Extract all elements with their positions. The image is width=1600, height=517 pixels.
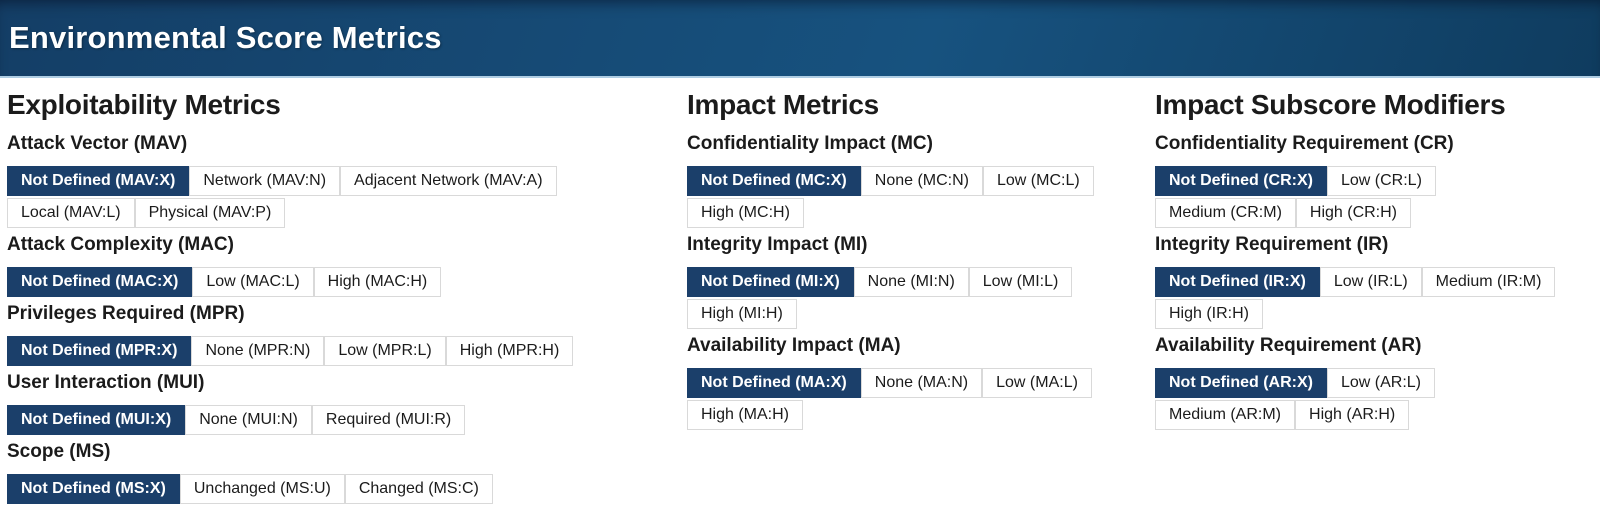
metric-group: Integrity Requirement (IR) Not Defined (I…	[1155, 234, 1600, 329]
metric-option-row: Not Defined (AR:X) Low (AR:L)	[1155, 368, 1600, 398]
metric-group: User Interaction (MUI) Not Defined (MUI:X…	[7, 372, 619, 435]
metric-label: Attack Vector (MAV)	[7, 133, 188, 154]
metric-option-button[interactable]: Low (MA:L)	[982, 368, 1092, 398]
metric-group: Confidentiality Impact (MC) Not Defined (…	[687, 133, 1132, 228]
metric-option-button[interactable]: Medium (AR:M)	[1155, 400, 1296, 430]
metric-option-button[interactable]: Local (MAV:L)	[7, 198, 135, 228]
metric-group: Confidentiality Requirement (CR) Not Defi…	[1155, 133, 1600, 228]
metric-label: Privileges Required (MPR)	[7, 303, 245, 324]
column-exploitability-metrics: Exploitability Metrics Attack Vector (MA…	[7, 78, 619, 504]
metric-option-button-selected[interactable]: Not Defined (MI:X)	[687, 267, 854, 297]
metric-label: Confidentiality Requirement (CR)	[1155, 133, 1454, 154]
metric-option-button[interactable]: High (MAC:H)	[313, 267, 442, 297]
metric-option-row: Local (MAV:L) Physical (MAV:P)	[7, 198, 619, 228]
metric-option-button[interactable]: Low (MC:L)	[983, 166, 1094, 196]
metric-option-button[interactable]: High (MC:H)	[687, 198, 804, 228]
metric-option-row: Not Defined (MA:X) None (MA:N) Low (MA:L)	[687, 368, 1132, 398]
metric-option-row: Not Defined (MAV:X) Network (MAV:N) Adjace…	[7, 166, 619, 196]
metric-option-button[interactable]: Unchanged (MS:U)	[179, 474, 345, 504]
metric-option-button[interactable]: High (MA:H)	[687, 400, 804, 430]
metric-group: Availability Impact (MA) Not Defined (MA:…	[687, 335, 1132, 430]
metric-option-row: Not Defined (MS:X) Unchanged (MS:U) Change…	[7, 474, 619, 504]
metric-option-row: Not Defined (MI:X) None (MI:N) Low (MI:L)	[687, 267, 1132, 297]
metric-option-row: Not Defined (MUI:X) None (MUI:N) Required …	[7, 405, 619, 435]
metric-option-button[interactable]: Low (MI:L)	[968, 267, 1073, 297]
metric-option-button[interactable]: Changed (MS:C)	[344, 474, 493, 504]
metric-option-button[interactable]: None (MC:N)	[860, 166, 983, 196]
metric-option-row: Not Defined (MAC:X) Low (MAC:L) High (MAC:…	[7, 267, 619, 297]
metric-option-button[interactable]: High (CR:H)	[1295, 198, 1412, 228]
metric-label: Scope (MS)	[7, 441, 111, 462]
column-impact-metrics: Impact Metrics Confidentiality Impact (M…	[687, 78, 1132, 430]
metric-group: Availability Requirement (AR) Not Defined…	[1155, 335, 1600, 430]
metric-option-button[interactable]: Medium (CR:M)	[1155, 198, 1296, 228]
metric-option-button[interactable]: Medium (IR:M)	[1421, 267, 1556, 297]
metric-option-button-selected[interactable]: Not Defined (MS:X)	[7, 474, 180, 504]
section-title: Impact Metrics	[687, 89, 879, 120]
metric-option-button-selected[interactable]: Not Defined (MA:X)	[687, 368, 861, 398]
metric-option-button[interactable]: High (IR:H)	[1155, 299, 1264, 329]
metric-group: Attack Vector (MAV) Not Defined (MAV:X) Ne…	[7, 133, 619, 228]
metric-group: Scope (MS) Not Defined (MS:X) Unchanged (M…	[7, 441, 619, 504]
metric-option-button[interactable]: Low (IR:L)	[1319, 267, 1422, 297]
metric-option-button[interactable]: None (MPR:N)	[191, 336, 325, 366]
metric-option-button-selected[interactable]: Not Defined (MAC:X)	[7, 267, 193, 297]
metric-group: Privileges Required (MPR) Not Defined (MP…	[7, 303, 619, 366]
metric-option-button-selected[interactable]: Not Defined (MC:X)	[687, 166, 861, 196]
metric-option-button[interactable]: Required (MUI:R)	[311, 405, 466, 435]
metric-option-button[interactable]: Low (MAC:L)	[192, 267, 314, 297]
metric-label: Availability Impact (MA)	[687, 335, 901, 356]
metric-option-button[interactable]: None (MI:N)	[853, 267, 969, 297]
metric-label: Availability Requirement (AR)	[1155, 335, 1422, 356]
metric-option-button[interactable]: Physical (MAV:P)	[134, 198, 286, 228]
metric-option-row: Not Defined (MC:X) None (MC:N) Low (MC:L)	[687, 166, 1132, 196]
metric-group: Integrity Impact (MI) Not Defined (MI:X) N…	[687, 234, 1132, 329]
metric-option-button-selected[interactable]: Not Defined (AR:X)	[1155, 368, 1327, 398]
metric-label: Attack Complexity (MAC)	[7, 234, 234, 255]
page-title: Environmental Score Metrics	[9, 20, 442, 55]
metric-option-row: High (MC:H)	[687, 198, 1132, 228]
metric-option-row: Not Defined (IR:X) Low (IR:L) Medium (IR:M…	[1155, 267, 1600, 297]
metric-option-button[interactable]: None (MA:N)	[860, 368, 983, 398]
metric-option-button[interactable]: High (MI:H)	[687, 299, 797, 329]
metric-option-row: High (MA:H)	[687, 400, 1132, 430]
metric-option-row: Medium (CR:M) High (CR:H)	[1155, 198, 1600, 228]
metric-option-button-selected[interactable]: Not Defined (MAV:X)	[7, 166, 190, 196]
metric-option-button[interactable]: Network (MAV:N)	[189, 166, 341, 196]
metric-option-button[interactable]: None (MUI:N)	[185, 405, 312, 435]
metric-option-button[interactable]: High (AR:H)	[1295, 400, 1410, 430]
metric-option-row: Not Defined (CR:X) Low (CR:L)	[1155, 166, 1600, 196]
metric-option-row: Not Defined (MPR:X) None (MPR:N) Low (MPR:…	[7, 336, 619, 366]
metric-option-button[interactable]: Adjacent Network (MAV:A)	[340, 166, 557, 196]
metric-option-button-selected[interactable]: Not Defined (IR:X)	[1155, 267, 1320, 297]
metric-option-row: High (IR:H)	[1155, 299, 1600, 329]
metric-group-list: Confidentiality Requirement (CR) Not Defi…	[1155, 133, 1600, 430]
metric-label: Confidentiality Impact (MC)	[687, 133, 933, 154]
metric-option-button[interactable]: Low (MPR:L)	[324, 336, 446, 366]
header-bar: Environmental Score Metrics	[0, 0, 1600, 78]
column-impact-subscore-modifiers: Impact Subscore Modifiers Confidentialit…	[1155, 78, 1600, 430]
metric-group-list: Attack Vector (MAV) Not Defined (MAV:X) Ne…	[7, 133, 619, 504]
metric-option-button-selected[interactable]: Not Defined (CR:X)	[1155, 166, 1327, 196]
metric-option-button[interactable]: High (MPR:H)	[445, 336, 574, 366]
metric-option-row: Medium (AR:M) High (AR:H)	[1155, 400, 1600, 430]
metric-option-button-selected[interactable]: Not Defined (MUI:X)	[7, 405, 186, 435]
metric-label: User Interaction (MUI)	[7, 372, 205, 393]
metric-option-button[interactable]: Low (CR:L)	[1326, 166, 1436, 196]
metric-option-button-selected[interactable]: Not Defined (MPR:X)	[7, 336, 192, 366]
section-title: Exploitability Metrics	[7, 89, 281, 120]
section-title: Impact Subscore Modifiers	[1155, 89, 1506, 120]
metric-group: Attack Complexity (MAC) Not Defined (MAC:…	[7, 234, 619, 297]
metric-label: Integrity Requirement (IR)	[1155, 234, 1389, 255]
metric-label: Integrity Impact (MI)	[687, 234, 868, 255]
metric-option-button[interactable]: Low (AR:L)	[1326, 368, 1436, 398]
metric-option-row: High (MI:H)	[687, 299, 1132, 329]
metric-group-list: Confidentiality Impact (MC) Not Defined (…	[687, 133, 1132, 430]
